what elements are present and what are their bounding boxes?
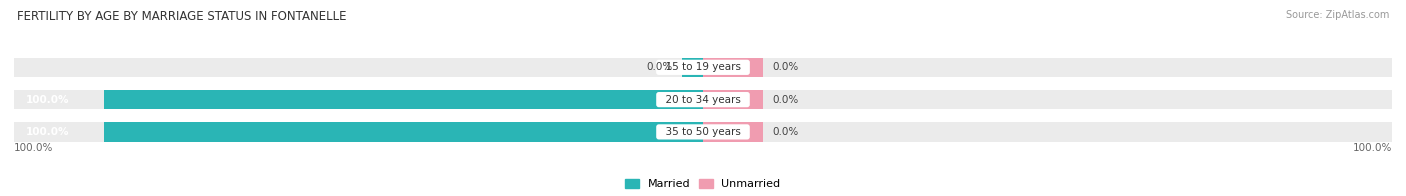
Text: 0.0%: 0.0% (772, 127, 799, 137)
Text: 20 to 34 years: 20 to 34 years (659, 95, 747, 105)
Text: 15 to 19 years: 15 to 19 years (659, 62, 747, 72)
Bar (14, 122, 1392, 142)
Text: 100.0%: 100.0% (27, 127, 69, 137)
Bar (14, 90, 1392, 109)
Legend: Married, Unmarried: Married, Unmarried (626, 179, 780, 189)
Bar (14, 58, 1392, 77)
Text: 35 to 50 years: 35 to 50 years (659, 127, 747, 137)
Bar (703, 90, 763, 109)
Bar (104, 90, 703, 109)
Text: 100.0%: 100.0% (14, 143, 53, 153)
Text: 0.0%: 0.0% (647, 62, 673, 72)
Bar (682, 58, 703, 77)
Text: 100.0%: 100.0% (1353, 143, 1392, 153)
Text: Source: ZipAtlas.com: Source: ZipAtlas.com (1285, 10, 1389, 20)
Text: 100.0%: 100.0% (27, 95, 69, 105)
Text: 0.0%: 0.0% (772, 62, 799, 72)
Bar (703, 58, 763, 77)
Text: FERTILITY BY AGE BY MARRIAGE STATUS IN FONTANELLE: FERTILITY BY AGE BY MARRIAGE STATUS IN F… (17, 10, 346, 23)
Text: 0.0%: 0.0% (772, 95, 799, 105)
Bar (703, 122, 763, 142)
Bar (104, 122, 703, 142)
